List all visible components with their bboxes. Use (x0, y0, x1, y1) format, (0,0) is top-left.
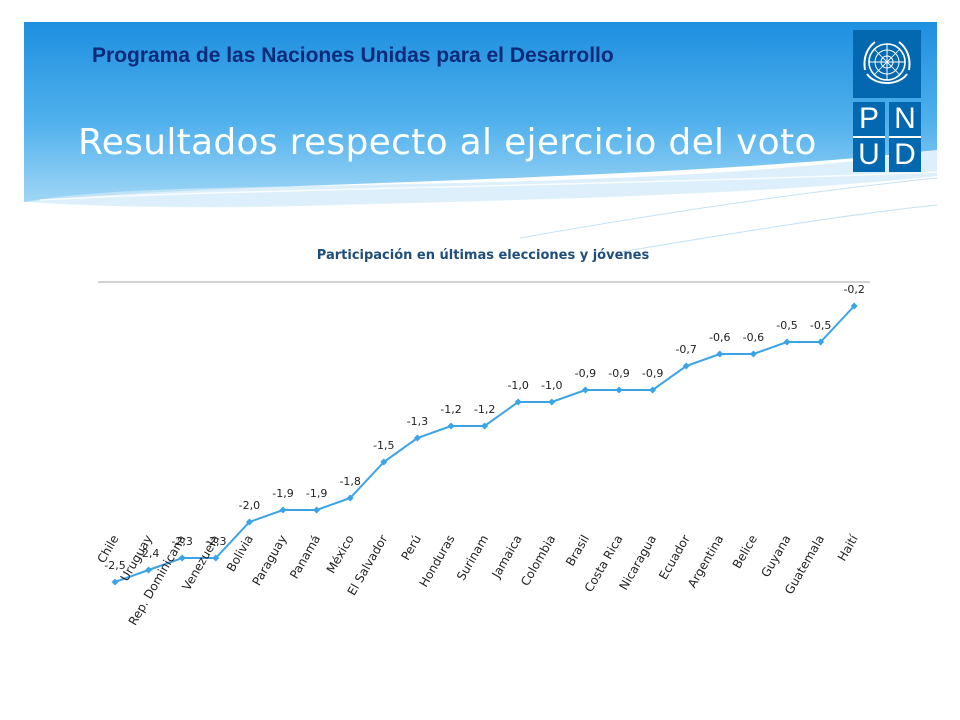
data-point (850, 302, 858, 310)
x-tick-label: Bolivia (224, 533, 256, 575)
data-label: -1,9 (272, 487, 293, 500)
banner-shape (24, 22, 937, 202)
organization-name: Programa de las Naciones Unidas para el … (92, 44, 614, 67)
data-label: -2,4 (138, 547, 159, 560)
data-point (245, 518, 253, 526)
data-label: -1,0 (541, 379, 562, 392)
x-tick-label: Jamaica (489, 533, 525, 582)
data-label: -2,3 (171, 535, 192, 548)
x-tick-label: Perú (399, 533, 424, 563)
data-point (111, 578, 119, 586)
data-point (279, 506, 287, 514)
slide-title: Resultados respecto al ejercicio del vot… (78, 122, 817, 163)
data-label: -1,8 (339, 475, 360, 488)
pnud-logo: P N U D (853, 30, 921, 172)
data-label: -1,9 (306, 487, 327, 500)
banner-curve-1 (39, 171, 938, 201)
data-point (649, 386, 657, 394)
x-tick-label: Haití (835, 532, 861, 564)
x-tick-label: Guyana (758, 533, 793, 580)
data-label: -2,5 (104, 559, 125, 572)
data-label: -0,6 (743, 331, 764, 344)
data-point (682, 362, 690, 370)
data-point (145, 566, 153, 574)
data-point (313, 506, 321, 514)
data-label: -0,9 (575, 367, 596, 380)
data-point (783, 338, 791, 346)
data-label: -1,5 (373, 439, 394, 452)
un-emblem-icon (853, 30, 921, 98)
x-tick-label: Surinam (454, 533, 491, 583)
data-point (413, 434, 421, 442)
data-label: -1,2 (474, 403, 495, 416)
data-label: -0,5 (776, 319, 797, 332)
data-point (581, 386, 589, 394)
data-point (481, 422, 489, 430)
data-point (380, 458, 388, 466)
x-tick-label: México (324, 533, 357, 576)
data-label: -0,2 (843, 283, 864, 296)
data-point (514, 398, 522, 406)
logo-letter-u: U (853, 136, 885, 172)
x-tick-label: Colombia (518, 533, 558, 589)
data-point (346, 494, 354, 502)
data-point (615, 386, 623, 394)
data-point (548, 398, 556, 406)
x-tick-label: Panamá (287, 533, 323, 582)
logo-letter-p: P (853, 102, 885, 136)
data-label: -0,9 (608, 367, 629, 380)
x-tick-label: Ecuador (656, 532, 693, 582)
banner-curve-2 (519, 177, 938, 239)
data-point (447, 422, 455, 430)
data-label: -1,2 (440, 403, 461, 416)
data-label: -0,6 (709, 331, 730, 344)
data-point (178, 554, 186, 562)
x-tick-label: Belice (730, 533, 760, 571)
data-point (212, 554, 220, 562)
banner-swoosh (24, 150, 937, 208)
header-banner (24, 22, 938, 253)
x-tick-label: Brasil (563, 533, 592, 569)
data-label: -0,5 (810, 319, 831, 332)
banner-curve-3 (619, 204, 938, 253)
data-label: -0,7 (675, 343, 696, 356)
x-tick-label: Paraguay (249, 533, 289, 589)
chart-title: Participación en últimas elecciones y jó… (317, 248, 650, 263)
data-point (749, 350, 757, 358)
data-label: -2,3 (205, 535, 226, 548)
logo-letter-d: D (889, 136, 921, 172)
data-point (817, 338, 825, 346)
data-label: -1,3 (407, 415, 428, 428)
data-point (716, 350, 724, 358)
data-label: -2,0 (239, 499, 260, 512)
data-label: -0,9 (642, 367, 663, 380)
data-label: -1,0 (507, 379, 528, 392)
logo-letter-n: N (889, 102, 921, 136)
